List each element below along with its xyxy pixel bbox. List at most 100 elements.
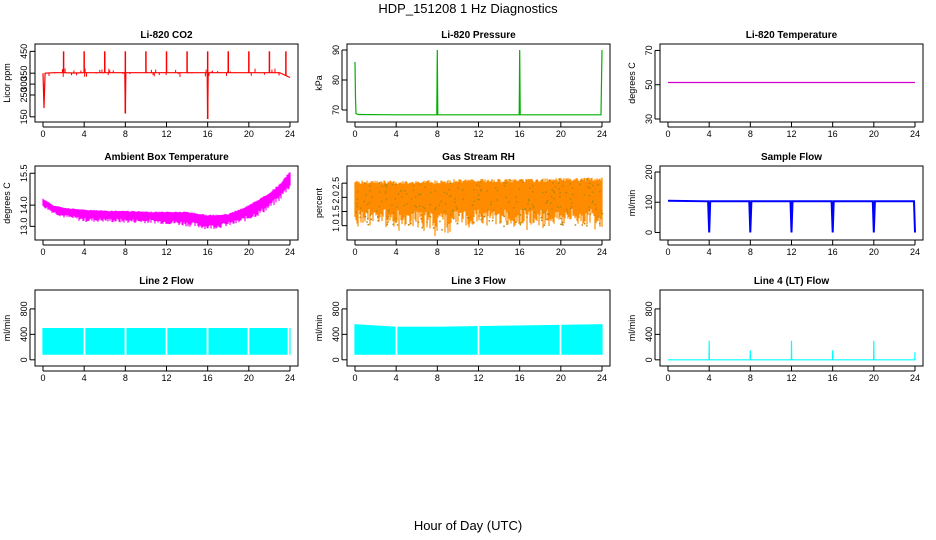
rh-dot — [412, 184, 415, 187]
x-tick-label: 24 — [285, 247, 295, 257]
rh-dot — [566, 208, 568, 211]
rh-dot — [375, 210, 378, 212]
rh-dot — [410, 222, 412, 225]
rh-dot — [506, 223, 508, 225]
rh-dot — [480, 190, 482, 192]
panel-4: Gas Stream RH percent 0 4 8 12 16 20 24 1.01.52.0… — [314, 152, 611, 257]
rh-dot — [452, 209, 454, 212]
rh-dot — [378, 181, 381, 184]
rh-dot — [476, 184, 478, 186]
y-tick-label: 200 — [644, 165, 654, 180]
x-axis-title: Hour of Day (UTC) — [413, 518, 523, 533]
rh-dot — [471, 204, 473, 206]
rh-dot — [545, 202, 548, 204]
panel-title: Line 3 Flow — [451, 276, 506, 287]
rh-dot — [412, 211, 415, 213]
x-tick-label: 0 — [40, 247, 45, 257]
y-tick-label: 2.5 — [331, 177, 341, 190]
y-axis-label: percent — [314, 187, 324, 218]
x-tick-label: 0 — [352, 373, 357, 383]
rh-dot — [599, 190, 601, 193]
rh-dot — [520, 222, 522, 224]
y-tick-label: 15.5 — [19, 164, 29, 182]
x-tick-label: 4 — [394, 247, 399, 257]
x-tick-label: 12 — [786, 247, 796, 257]
rh-dot — [367, 218, 369, 220]
rh-dot — [477, 194, 480, 196]
rh-dot — [478, 185, 481, 187]
rh-dot — [405, 222, 407, 224]
rh-dot — [532, 207, 535, 209]
rh-dot — [450, 194, 452, 197]
rh-dot — [426, 221, 428, 223]
rh-dot — [473, 221, 475, 224]
rh-dot — [455, 206, 458, 208]
rh-dot — [418, 193, 420, 196]
rh-dot — [491, 219, 494, 222]
panel-title: Sample Flow — [761, 152, 822, 163]
x-tick-label: 8 — [123, 129, 128, 139]
rh-dot — [420, 217, 422, 220]
panel-title: Li-820 Pressure — [441, 30, 516, 41]
panel-6: Line 2 Flow ml/min 0 4 8 12 16 20 24 0 400 800 — [2, 276, 299, 383]
rh-dot — [435, 206, 437, 209]
rh-dot — [560, 217, 562, 220]
rh-dot — [364, 215, 367, 218]
rh-dot — [418, 205, 421, 207]
x-tick-label: 12 — [786, 373, 796, 383]
rh-dot — [391, 204, 393, 207]
x-tick-label: 0 — [40, 129, 45, 139]
rh-dot — [395, 221, 397, 223]
rh-dot — [526, 216, 528, 218]
x-tick-label: 4 — [707, 373, 712, 383]
rh-dot — [545, 191, 547, 193]
rh-dot — [369, 214, 372, 216]
rh-dot — [570, 205, 573, 208]
rh-dot — [519, 223, 522, 226]
rh-dot — [550, 195, 553, 198]
rh-dot — [531, 184, 534, 187]
rh-dot — [524, 208, 526, 210]
x-tick-label: 20 — [869, 247, 879, 257]
rh-dot — [429, 203, 431, 206]
rh-dot — [588, 209, 591, 212]
rh-dot — [407, 224, 410, 226]
rh-dot — [450, 214, 452, 216]
rh-dot — [417, 221, 420, 223]
rh-dot — [427, 212, 430, 214]
rh-dot — [356, 205, 358, 208]
rh-dot — [440, 200, 442, 203]
rh-dot — [532, 190, 534, 193]
rh-dot — [366, 203, 369, 206]
panel-1: Li-820 Pressure kPa 0 4 8 12 16 20 24 70 80 90 — [314, 30, 611, 139]
rh-dot — [481, 217, 484, 220]
x-tick-label: 8 — [435, 129, 440, 139]
x-tick-label: 4 — [82, 373, 87, 383]
x-tick-label: 8 — [748, 247, 753, 257]
rh-dot — [589, 213, 591, 215]
rh-dot — [371, 196, 373, 199]
x-tick-label: 0 — [352, 247, 357, 257]
rh-dot — [586, 186, 589, 188]
x-tick-label: 8 — [435, 373, 440, 383]
y-tick-label: 250 — [19, 87, 29, 102]
rh-dot — [356, 198, 359, 200]
rh-dot — [421, 226, 423, 229]
rh-dot — [406, 202, 409, 205]
y-tick-label: 450 — [19, 44, 29, 59]
x-tick-label: 20 — [244, 129, 254, 139]
rh-dot — [591, 184, 594, 187]
rh-dot — [559, 205, 562, 208]
rh-dot — [540, 216, 542, 219]
rh-dot — [379, 191, 381, 193]
page-title: HDP_151208 1 Hz Diagnostics — [378, 1, 558, 16]
y-axis-label: Licor ppm — [2, 63, 12, 103]
rh-dot — [509, 179, 512, 181]
rh-dot — [396, 205, 398, 208]
rh-dot — [452, 217, 455, 220]
y-axis-label: degrees C — [2, 182, 12, 224]
x-tick-label: 16 — [828, 373, 838, 383]
rh-dot — [560, 223, 562, 226]
rh-dot — [401, 196, 403, 198]
rh-dot — [378, 205, 381, 208]
